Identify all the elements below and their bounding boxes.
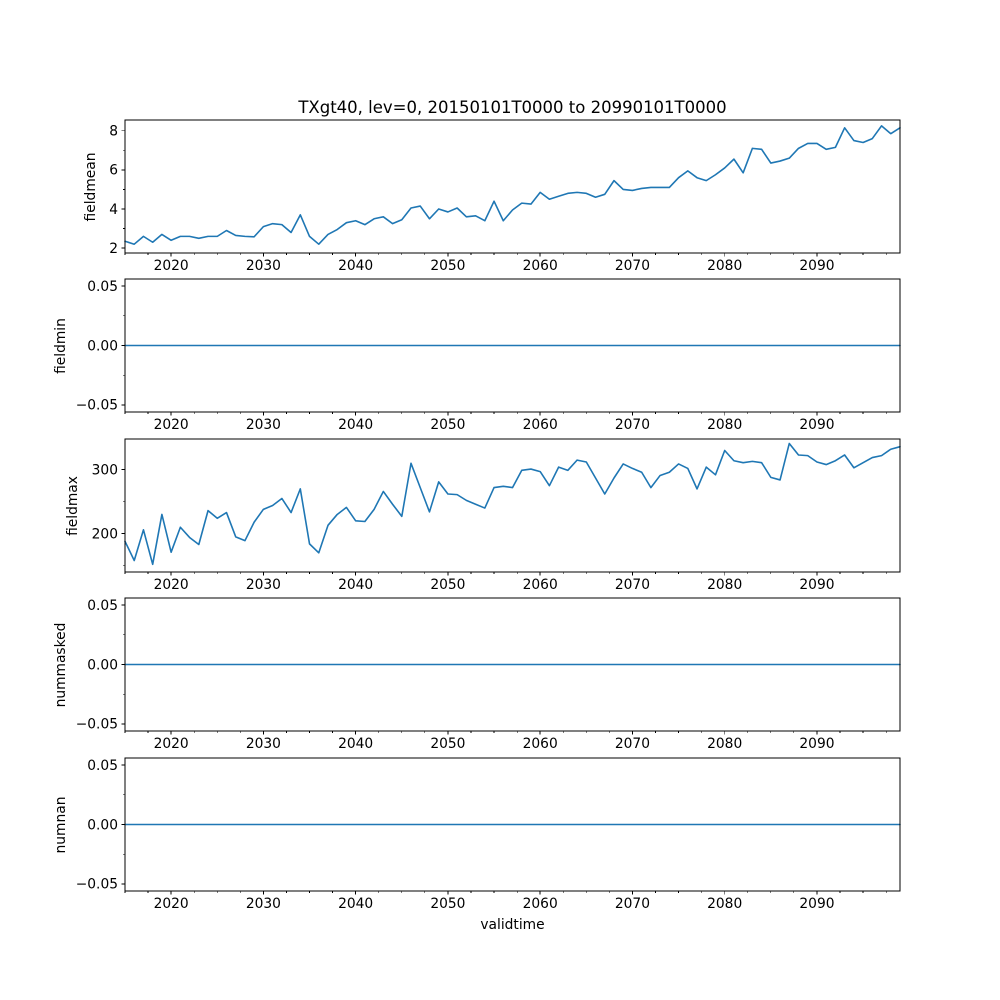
y-tick-label: 300 — [92, 462, 118, 478]
y-tick-label: 6 — [109, 163, 118, 179]
ylabel-numnan: numnan — [53, 796, 69, 853]
y-tick-label: −0.05 — [76, 717, 118, 733]
series-line-fieldmean — [124, 125, 901, 245]
y-tick-label: 8 — [109, 124, 118, 140]
y-tick-label: 0.00 — [87, 657, 118, 673]
x-tick-label: 2040 — [338, 896, 373, 912]
x-tick-label: 2020 — [154, 736, 189, 752]
series-line-fieldmax — [124, 442, 901, 566]
x-tick-label: 2020 — [154, 258, 189, 274]
x-tick-label: 2070 — [615, 417, 650, 433]
y-tick-label: 0.05 — [87, 279, 118, 295]
ylabel-fieldmean: fieldmean — [83, 152, 99, 221]
x-tick-label: 2050 — [430, 896, 465, 912]
y-tick-label: 0.00 — [87, 338, 118, 354]
x-tick-label: 2080 — [707, 577, 742, 593]
x-tick-label: 2040 — [338, 577, 373, 593]
x-tick-label: 2040 — [338, 736, 373, 752]
x-tick-label: 2040 — [338, 258, 373, 274]
x-tick-label: 2050 — [430, 577, 465, 593]
x-tick-label: 2050 — [430, 417, 465, 433]
x-tick-label: 2060 — [523, 577, 558, 593]
y-tick-label: 2 — [109, 241, 118, 257]
xlabel-validtime: validtime — [480, 917, 545, 933]
figure-title: TXgt40, lev=0, 20150101T0000 to 20990101… — [298, 98, 727, 117]
x-tick-label: 2020 — [154, 417, 189, 433]
x-tick-label: 2070 — [615, 896, 650, 912]
x-tick-label: 2060 — [523, 736, 558, 752]
ylabel-fieldmin: fieldmin — [53, 317, 69, 374]
x-tick-label: 2030 — [246, 736, 281, 752]
x-tick-label: 2020 — [154, 577, 189, 593]
x-tick-label: 2030 — [246, 577, 281, 593]
x-tick-label: 2090 — [799, 577, 834, 593]
x-tick-label: 2020 — [154, 896, 189, 912]
x-tick-label: 2090 — [799, 736, 834, 752]
y-tick-label: 0.00 — [87, 817, 118, 833]
x-tick-label: 2050 — [430, 736, 465, 752]
y-tick-label: −0.05 — [76, 398, 118, 414]
x-tick-label: 2060 — [523, 417, 558, 433]
x-tick-label: 2080 — [707, 896, 742, 912]
x-tick-label: 2030 — [246, 417, 281, 433]
y-tick-label: 0.05 — [87, 598, 118, 614]
y-tick-label: 200 — [92, 526, 118, 542]
ylabel-nummasked: nummasked — [53, 622, 69, 707]
x-tick-label: 2090 — [799, 417, 834, 433]
x-tick-label: 2080 — [707, 258, 742, 274]
y-tick-label: 4 — [109, 202, 118, 218]
y-tick-label: −0.05 — [76, 877, 118, 893]
x-tick-label: 2070 — [615, 258, 650, 274]
x-tick-label: 2040 — [338, 417, 373, 433]
x-tick-label: 2090 — [799, 258, 834, 274]
x-tick-label: 2060 — [523, 258, 558, 274]
axes-fieldmean — [124, 119, 901, 254]
ylabel-fieldmax: fieldmax — [65, 475, 81, 536]
x-tick-label: 2030 — [246, 896, 281, 912]
x-tick-label: 2070 — [615, 577, 650, 593]
x-tick-label: 2050 — [430, 258, 465, 274]
x-tick-label: 2030 — [246, 258, 281, 274]
x-tick-label: 2080 — [707, 417, 742, 433]
x-tick-label: 2060 — [523, 896, 558, 912]
x-tick-label: 2070 — [615, 736, 650, 752]
y-tick-label: 0.05 — [87, 758, 118, 774]
x-tick-label: 2080 — [707, 736, 742, 752]
axes-fieldmax — [124, 438, 901, 573]
x-tick-label: 2090 — [799, 896, 834, 912]
